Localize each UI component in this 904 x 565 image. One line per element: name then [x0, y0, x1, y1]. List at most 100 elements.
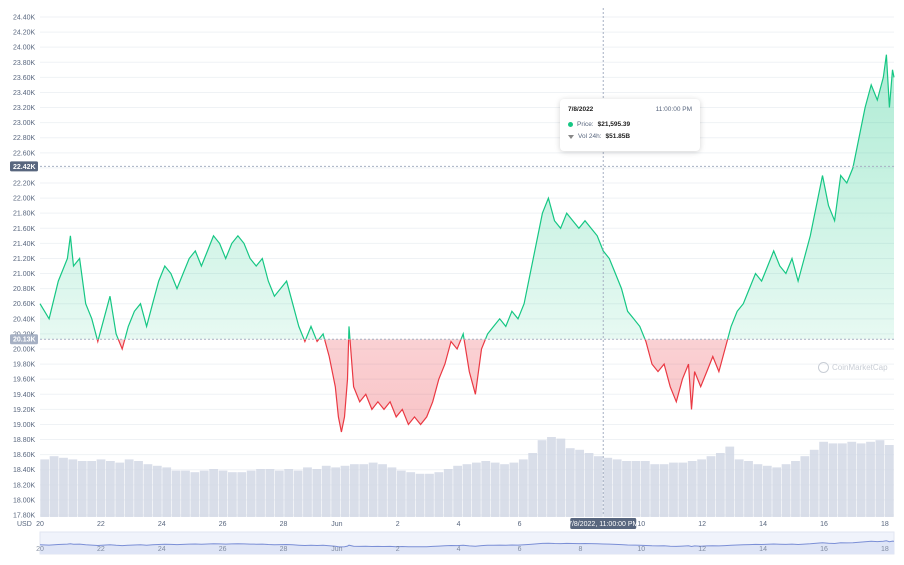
y-tick-label: 22.80K	[13, 135, 36, 142]
tooltip-volume-value: $51.85B	[605, 133, 631, 140]
volume-bar	[152, 465, 162, 517]
volume-bar	[528, 453, 538, 517]
volume-bar	[77, 461, 87, 517]
volume-bar	[490, 462, 500, 517]
volume-bar	[181, 470, 190, 517]
x-axis: USD2022242628Jun246810121416187/8/2022, …	[17, 518, 889, 529]
x-tick-label: 14	[759, 521, 767, 528]
watermark: CoinMarketCap	[818, 362, 888, 373]
navigator-tick-label: 24	[158, 546, 166, 553]
tooltip-date: 7/8/2022	[568, 106, 594, 113]
volume-bar	[321, 465, 331, 517]
navigator-tick-label: 10	[637, 546, 645, 553]
volume-bar	[312, 469, 322, 517]
tooltip-price-label: Price:	[577, 121, 594, 128]
volume-bar	[227, 472, 237, 517]
y-tick-label: 24.40K	[13, 15, 36, 22]
x-tick-label: 10	[637, 521, 645, 528]
current-price-badge-bg	[10, 161, 38, 172]
volume-bar	[500, 464, 509, 517]
price-dot-icon	[568, 122, 573, 127]
reference-lines	[40, 8, 894, 515]
y-tick-label: 20.40K	[13, 316, 36, 323]
volume-bar	[162, 467, 172, 517]
volume-bar	[593, 456, 603, 517]
volume-bar	[650, 464, 660, 517]
y-tick-label: 19.60K	[13, 377, 36, 384]
volume-bar	[734, 459, 744, 517]
navigator-tick-label: 26	[219, 546, 227, 553]
baseline-badge-bg	[10, 334, 38, 345]
y-axis: 17.80K 18.00K 18.20K 18.40K 18.60K 18.80K 19.0…	[10, 15, 38, 520]
navigator-area	[40, 540, 894, 554]
y-tick-label: 24.20K	[13, 30, 36, 37]
navigator-tick-label: 4	[457, 546, 461, 553]
volume-bar	[659, 464, 669, 517]
volume-bar	[293, 470, 303, 517]
navigator-tick-label: 20	[36, 546, 44, 553]
y-tick-label: 21.80K	[13, 211, 36, 218]
volume-bar	[819, 441, 829, 517]
volume-bar	[866, 441, 875, 517]
volume-bar	[640, 461, 650, 517]
volume-bar	[556, 438, 566, 517]
navigator-tick-label: 8	[578, 546, 582, 553]
volume-bar	[406, 472, 416, 517]
volume-bar	[847, 441, 857, 517]
volume-bar	[837, 443, 847, 517]
x-tick-label: 12	[698, 521, 706, 528]
price-line-up	[39, 54, 895, 340]
volume-bar	[753, 464, 763, 517]
volume-bar	[678, 462, 688, 517]
volume-bar	[199, 470, 209, 517]
volume-bar	[791, 461, 800, 517]
tooltip-price-row: Price: $21,595.39	[568, 121, 630, 128]
y-tick-label: 23.40K	[13, 90, 36, 97]
volume-bar	[415, 473, 425, 517]
y-tick-label: 23.20K	[13, 105, 36, 112]
baseline-badge: 20.13K	[13, 337, 36, 344]
x-tick-label: 18	[881, 521, 889, 528]
watermark-text: CoinMarketCap	[832, 363, 888, 372]
navigator-tick-label: 14	[759, 546, 767, 553]
y-tick-label: 22.00K	[13, 196, 36, 203]
volume-bar	[331, 467, 341, 517]
x-tick-label: 4	[457, 521, 461, 528]
volume-bar	[828, 443, 838, 517]
volume-bar	[124, 459, 134, 517]
volume-bar	[537, 440, 547, 517]
volume-bar	[115, 462, 125, 517]
volume-bar	[359, 464, 369, 517]
price-line	[39, 54, 895, 433]
x-tick-label: 20	[36, 521, 44, 528]
volume-bar	[134, 461, 143, 517]
navigator[interactable]: 20 22 24 26 28 Jun 2 4 6 8 10 12 14 16 18	[36, 531, 895, 555]
y-tick-label: 22.20K	[13, 181, 36, 188]
navigator-tick-label: 12	[698, 546, 706, 553]
volume-bar	[772, 467, 782, 517]
volume-bar	[387, 467, 397, 517]
currency-label: USD	[17, 521, 32, 528]
volume-bar	[218, 470, 228, 517]
crosshair-date-badge: 7/8/2022, 11:00:00 PM	[568, 521, 638, 528]
volume-bar	[40, 459, 50, 517]
navigator-tick-label: 16	[820, 546, 828, 553]
x-tick-label: 6	[518, 521, 522, 528]
volume-bar	[856, 443, 866, 517]
area-below-baseline	[40, 339, 894, 432]
volume-bar	[697, 459, 707, 517]
x-tick-label: 24	[158, 521, 166, 528]
y-tick-label: 18.20K	[13, 482, 36, 489]
volume-bar	[462, 464, 472, 517]
volume-bar	[875, 440, 885, 517]
tooltip-volume-row: Vol 24h: $51.85B	[568, 133, 630, 140]
volume-bar	[715, 453, 725, 517]
navigator-line	[39, 540, 895, 548]
volume-bar	[481, 461, 491, 517]
tooltip-time: 11:00:00 PM	[655, 106, 692, 113]
y-tick-label: 20.60K	[13, 301, 36, 308]
grid-lines	[40, 16, 894, 516]
volume-bar	[49, 456, 59, 517]
navigator-tick-label: 22	[97, 546, 105, 553]
